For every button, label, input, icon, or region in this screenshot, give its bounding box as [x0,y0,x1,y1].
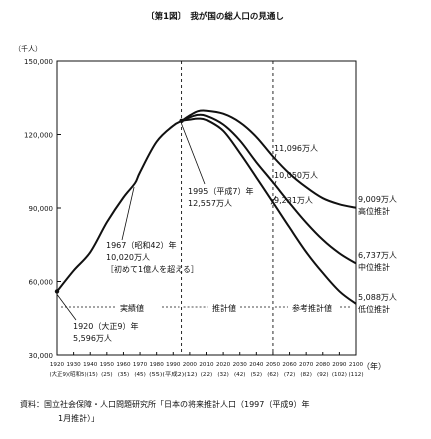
source-note-line1: 資料：国立社会保障・人口問題研究所「日本の将来推計人口（1997（平成9）年 [20,399,309,409]
annotation-high-2050: 11,096万人 [274,144,318,153]
x-era-label: (62) [267,372,278,378]
series-line-低位推計 [181,117,357,305]
x-era-label: (45) [134,372,145,378]
x-tick-label: 2000 [183,362,198,368]
leader-line-3 [274,153,277,159]
x-tick-label: 2070 [299,362,314,368]
y-axis-unit: （千人） [14,44,42,53]
region-label-actual: 実績値 [120,303,144,313]
series-line-中位推計 [181,113,357,265]
annotation-mid-2100-label: 中位推計 [358,262,390,272]
annotation-1967-year: 1967（昭和42）年 [106,240,177,250]
x-axis-unit: （年） [362,361,386,371]
x-era-label: (25) [101,372,112,378]
x-tick-label: 2100 [349,362,364,368]
x-era-label: (102) [332,372,347,378]
x-tick-label: 1940 [83,362,98,368]
annotation-low-2100-value: 5,088万人 [358,293,397,302]
x-tick-label: 2010 [199,362,214,368]
x-era-label: (52) [251,372,262,378]
y-tick-label: 90,000 [29,205,54,213]
leader-line-0 [56,294,77,321]
leader-line-4 [274,180,277,185]
source-note-line2: 1月推計）」 [58,413,99,423]
annotation-high-2100-value: 9,009万人 [358,195,397,204]
x-tick-label: 2020 [216,362,231,368]
y-axis: 150,000 120,000 90,000 60,000 30,000 [24,58,61,360]
region-label-reference: 参考推計値 [292,303,332,313]
x-era-label: (92) [317,372,328,378]
x-tick-label: 1990 [166,362,181,368]
annotation-low-2050: 9,231万人 [274,196,313,205]
x-tick-label: 2030 [233,362,248,368]
x-tick-label: 1920 [50,362,65,368]
leader-line-2 [181,123,206,185]
x-tick-label: 1930 [66,362,81,368]
chart-title: 〔第1図〕 我が国の総人口の見通し [146,11,284,22]
x-tick-label: 1970 [133,362,148,368]
series-line-高位推計 [56,109,357,293]
x-tick-label: 2060 [282,362,297,368]
x-era-label: (72) [284,372,295,378]
annotation-mid-2050: 10,050万人 [274,171,318,180]
y-tick-label: 30,000 [29,352,54,360]
leader-line-1 [121,186,135,241]
annotation-1995-year: 1995（平成7）年 [188,186,253,196]
x-era-label: (82) [300,372,311,378]
annotation-leaders [56,123,277,321]
annotation-1920-value: 5,596万人 [73,334,112,343]
x-tick-label: 2090 [332,362,347,368]
annotation-1967-value: 10,020万人 [106,253,150,262]
y-tick-label: 60,000 [29,279,54,287]
y-tick-label: 120,000 [24,132,53,140]
x-tick-label: 1980 [150,362,165,368]
x-tick-label: 1960 [116,362,131,368]
point-1920 [54,289,60,294]
x-tick-label: 2040 [249,362,264,368]
x-tick-label: 1950 [100,362,115,368]
annotation-1995-value: 12,557万人 [188,199,232,208]
annotation-low-2100-label: 低位推計 [358,304,390,314]
x-era-label: (112) [348,372,363,378]
y-tick-label: 150,000 [24,58,53,66]
annotation-1920-year: 1920（大正9）年 [73,321,138,331]
x-tick-label: 2080 [316,362,331,368]
x-era-label: (42) [234,372,245,378]
x-axis: 1920 1930 1940 1950 1960 1970 1980 1990 2000 2010… [50,352,364,378]
x-era-label: (22) [201,372,212,378]
leader-line-5 [270,195,277,205]
series-lines [54,109,357,305]
x-era-label: (55)(平成2)(12) [149,370,197,378]
annotation-mid-2100-value: 6,737万人 [358,251,397,260]
x-era-label: (大正9)(昭和5)(15) [50,370,98,378]
point-1995 [179,118,184,124]
x-era-label: (35) [118,372,129,378]
annotation-1967-note: ［初めて1億人を超える］ [106,264,199,274]
annotation-high-2100-label: 高位推計 [358,206,390,216]
region-label-projected: 推計値 [212,303,236,313]
x-era-label: (32) [217,372,228,378]
x-tick-label: 2050 [266,362,281,368]
